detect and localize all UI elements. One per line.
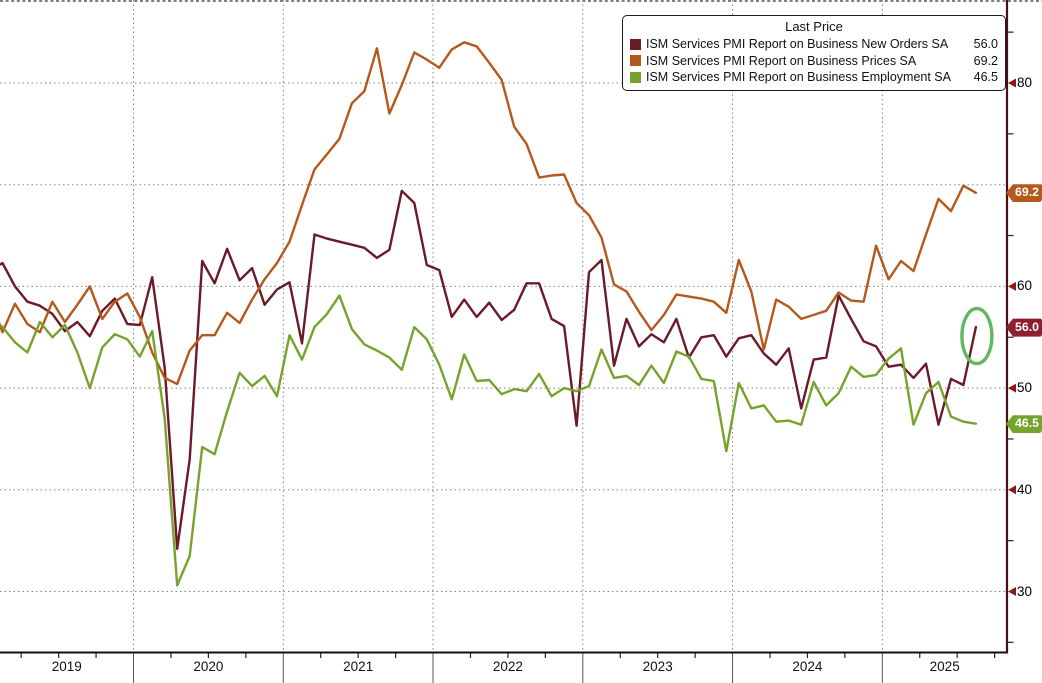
- last-price-badge-employment: 46.5: [1006, 415, 1042, 434]
- y-axis-tick-arrow-icon: [1008, 587, 1016, 596]
- legend-item-value: 56.0: [973, 37, 998, 52]
- legend-item-value: 69.2: [973, 53, 998, 68]
- legend-item: ISM Services PMI Report on Business Pric…: [630, 53, 998, 70]
- last-price-badge-new-orders: 56.0: [1006, 318, 1042, 337]
- highlight-ellipse-annotation: [960, 306, 994, 366]
- y-axis-tick-label: 40: [1017, 481, 1033, 497]
- legend-item-label: ISM Services PMI Report on Business Empl…: [646, 70, 951, 85]
- legend-item: ISM Services PMI Report on Business New …: [630, 36, 998, 53]
- x-axis-year-label: 2019: [51, 659, 82, 674]
- series-line-ism-services-pmi-report-on-business-employment-sa: [0, 294, 978, 587]
- x-axis-year-label: 2021: [343, 659, 374, 674]
- legend-item-value: 46.5: [973, 70, 998, 85]
- y-axis-tick-label: 50: [1017, 380, 1033, 396]
- legend-color-swatch-employment: [630, 71, 641, 83]
- x-axis-year-label: 2022: [492, 659, 523, 674]
- legend-item-label: ISM Services PMI Report on Business Pric…: [646, 53, 917, 68]
- x-axis-year-label: 2024: [792, 659, 823, 674]
- y-axis-tick-arrow-icon: [1008, 383, 1016, 393]
- y-axis-tick-arrow-icon: [1008, 78, 1016, 88]
- y-axis-tick-label: 80: [1017, 75, 1033, 90]
- legend: Last Price ISM Services PMI Report on Bu…: [622, 15, 1006, 91]
- x-axis-year-label: 2025: [929, 659, 960, 674]
- y-axis-tick-label: 30: [1017, 583, 1033, 599]
- y-axis-tick-arrow-icon: [1008, 485, 1016, 495]
- series-line-ism-services-pmi-report-on-business-new-orders-sa: [0, 189, 978, 550]
- y-axis-tick-arrow-icon: [1008, 281, 1016, 291]
- legend-color-swatch-new-orders: [630, 38, 641, 50]
- y-axis-tick-label: 60: [1017, 278, 1033, 294]
- legend-title: Last Price: [785, 19, 843, 34]
- x-axis-year-label: 2023: [642, 659, 673, 674]
- legend-item-label: ISM Services PMI Report on Business New …: [646, 37, 949, 52]
- last-price-badge-prices: 69.2: [1006, 184, 1042, 203]
- legend-color-swatch-prices: [630, 55, 641, 67]
- series-line-ism-services-pmi-report-on-business-prices-sa: [0, 41, 978, 386]
- legend-item: ISM Services PMI Report on Business Empl…: [630, 69, 998, 86]
- x-axis-year-label: 2020: [193, 659, 224, 674]
